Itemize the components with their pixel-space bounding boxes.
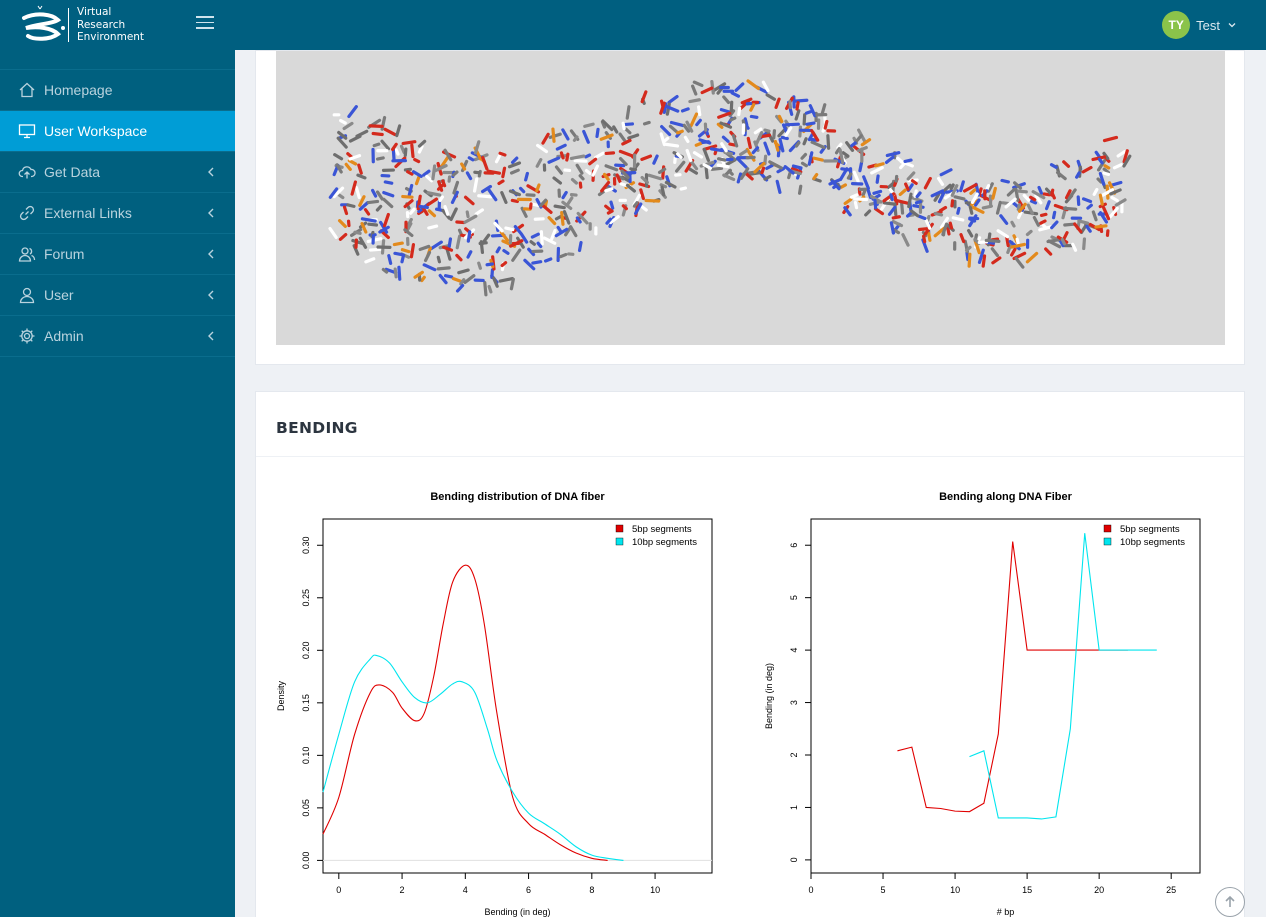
logo-text: Virtual Research Environment (77, 6, 144, 44)
y-tick-label: 0.05 (301, 799, 311, 817)
structure-panel (255, 50, 1245, 365)
x-tick-label: 10 (650, 885, 660, 895)
sidebar-item-get-data[interactable]: Get Data (0, 152, 235, 193)
legend-label: 5bp segments (1120, 524, 1180, 535)
y-tick-label: 2 (789, 752, 799, 757)
x-tick-label: 6 (526, 885, 531, 895)
y-tick-label: 4 (789, 648, 799, 653)
chevron-left-icon (208, 208, 214, 218)
logo-line: Virtual (77, 6, 112, 19)
users-icon (18, 247, 36, 262)
sidebar-item-admin[interactable]: Admin (0, 316, 235, 357)
user-icon (19, 287, 35, 304)
x-tick-label: 0 (808, 885, 813, 895)
legend-swatch (1103, 524, 1112, 533)
y-tick-label: 0.20 (301, 642, 311, 660)
logo-divider (68, 8, 69, 42)
chart-title: Bending distribution of DNA fiber (430, 491, 605, 503)
bending-panel: BENDING Bending distribution of DNA fibe… (255, 391, 1245, 917)
chevron-left-icon (208, 249, 214, 259)
y-tick-label: 5 (789, 595, 799, 600)
bending-distribution-chart: Bending distribution of DNA fiber 0 2 4 6 8 10… (276, 491, 713, 917)
legend-swatch (615, 524, 624, 533)
molecule-sticks (328, 79, 1132, 297)
sidebar-item-forum[interactable]: Forum (0, 234, 235, 275)
chevron-left-icon (208, 167, 214, 177)
y-axis-label: Bending (in deg) (764, 663, 774, 729)
series-line-5bp (897, 541, 1128, 813)
arrow-up-icon (1225, 895, 1235, 907)
vre-logo[interactable]: Virtual Research Environment (18, 4, 158, 46)
sidebar-item-label: External Links (44, 205, 132, 221)
series-line-10bp (322, 654, 624, 861)
dna-molecule-render (328, 79, 1132, 297)
x-axis-label: # bp (997, 907, 1015, 917)
sidebar-item-homepage[interactable]: Homepage (0, 70, 235, 111)
x-tick-label: 20 (1094, 885, 1104, 895)
logo-line: Research (77, 18, 126, 31)
sidebar-item-user[interactable]: User (0, 275, 235, 316)
y-tick-label: 1 (789, 805, 799, 810)
user-name[interactable]: Test (1196, 17, 1220, 33)
y-tick-label: 0.30 (301, 536, 311, 554)
y-tick-label: 0.10 (301, 747, 311, 765)
link-icon (19, 205, 35, 221)
y-tick-label: 0.15 (301, 694, 311, 712)
legend-label: 10bp segments (632, 537, 697, 548)
x-tick-label: 4 (463, 885, 468, 895)
dna-logo-icon (22, 5, 65, 41)
monitor-icon (18, 124, 36, 139)
sidebar-item-label: Forum (44, 246, 85, 262)
series-line-10bp (969, 533, 1157, 820)
legend-swatch (615, 537, 624, 546)
chevron-down-icon[interactable] (1228, 21, 1236, 29)
sidebar-item-user-workspace[interactable]: User Workspace (0, 111, 235, 152)
legend-swatch (1103, 537, 1112, 546)
sidebar-item-label: Homepage (44, 82, 113, 98)
x-tick-label: 0 (336, 885, 341, 895)
y-tick-label: 0.25 (301, 589, 311, 607)
y-tick-label: 6 (789, 543, 799, 548)
panel-divider (256, 456, 1244, 457)
x-axis-label: Bending (in deg) (484, 907, 550, 917)
x-tick-label: 5 (881, 885, 886, 895)
sidebar-item-label: Admin (44, 328, 84, 344)
x-tick-label: 10 (950, 885, 960, 895)
series-line-5bp (322, 564, 608, 861)
chart-title: Bending along DNA Fiber (939, 491, 1073, 503)
plot-frame (322, 518, 713, 874)
bending-along-fiber-chart: Bending along DNA Fiber 0 5 10 15 20 25 0 1 2 3 4 5 6… (764, 491, 1201, 917)
user-menu[interactable]: TY Test (1162, 11, 1236, 39)
gear-icon (19, 328, 35, 344)
logo-line: Environment (77, 31, 145, 44)
panel-title: BENDING (276, 419, 358, 437)
home-icon (19, 82, 35, 98)
x-tick-label: 8 (589, 885, 594, 895)
sidebar-item-label: User (44, 287, 74, 303)
y-axis-label: Density (276, 680, 286, 711)
x-tick-label: 25 (1166, 885, 1176, 895)
sidebar-top-spacer (0, 50, 235, 70)
sidebar-item-label: Get Data (44, 164, 101, 180)
sidebar-item-label: User Workspace (44, 123, 148, 139)
legend-label: 10bp segments (1120, 537, 1185, 548)
y-tick-label: 0 (789, 857, 799, 862)
y-tick-label: 0.00 (301, 852, 311, 870)
molecule-3d-viewer[interactable] (276, 51, 1225, 345)
plot-frame (810, 518, 1201, 874)
legend-label: 5bp segments (632, 524, 692, 535)
x-tick-label: 15 (1022, 885, 1032, 895)
top-header: Virtual Research Environment TY Test (0, 0, 1266, 50)
chevron-left-icon (208, 290, 214, 300)
scroll-to-top-button[interactable] (1215, 887, 1245, 917)
avatar[interactable]: TY (1162, 11, 1191, 39)
x-tick-label: 2 (400, 885, 405, 895)
sidebar: Homepage User Workspace Get Data Externa… (0, 50, 235, 917)
sidebar-item-external-links[interactable]: External Links (0, 193, 235, 234)
chevron-left-icon (208, 331, 214, 341)
cloud-upload-icon (18, 166, 36, 179)
y-tick-label: 3 (789, 700, 799, 705)
menu-toggle-icon[interactable] (196, 16, 214, 30)
